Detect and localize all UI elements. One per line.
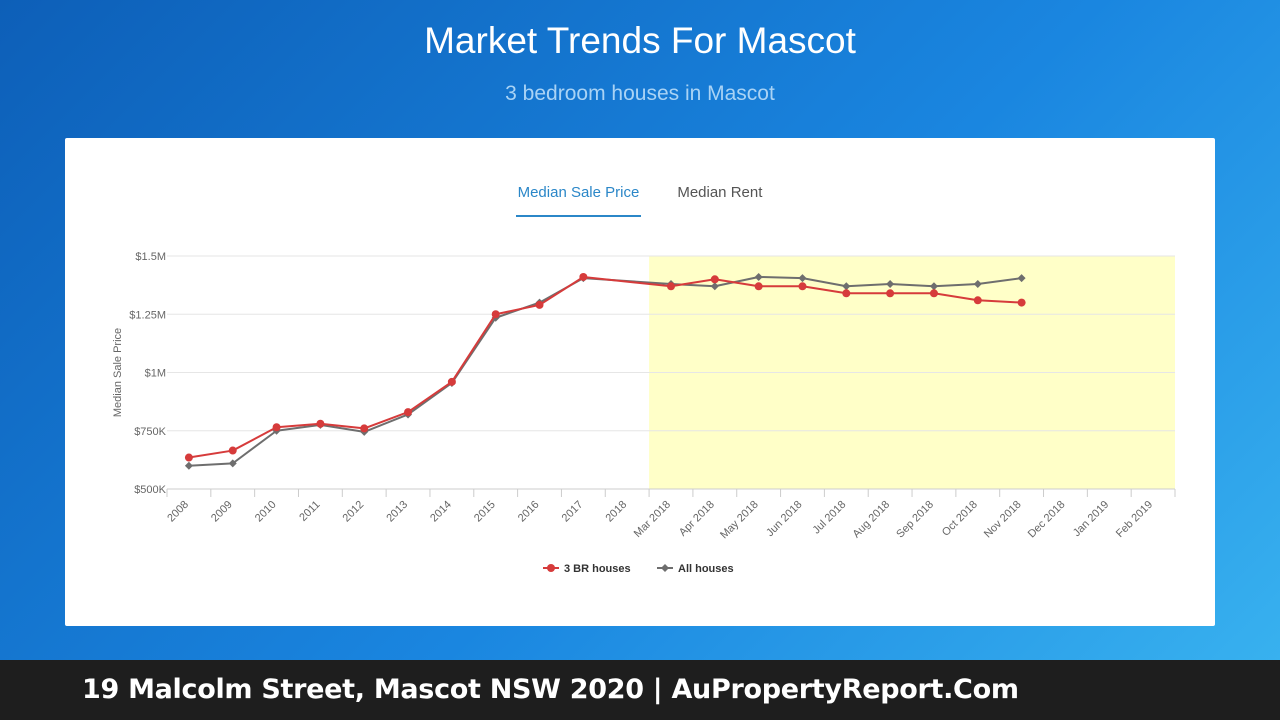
- data-point: [1017, 274, 1026, 283]
- x-tick-label: 2010: [253, 499, 279, 525]
- data-point: [491, 310, 500, 319]
- data-point: [1017, 298, 1026, 307]
- x-tick-label: Sep 2018: [894, 499, 936, 541]
- data-point: [667, 282, 675, 291]
- page-title: Market Trends For Mascot: [424, 20, 856, 61]
- chart-card: Median Sale Price Median Rent $500K $750K…: [65, 138, 1215, 626]
- data-point: [710, 282, 719, 291]
- x-tick-label: 2014: [428, 499, 454, 525]
- data-point: [360, 424, 369, 433]
- data-point: [272, 423, 281, 432]
- x-tick-label: Nov 2018: [982, 499, 1024, 541]
- x-tick-label: 2013: [384, 499, 410, 525]
- x-tick-label: Jul 2018: [811, 499, 849, 537]
- x-tick-label: 2012: [341, 499, 367, 525]
- data-point: [579, 272, 588, 281]
- data-point: [316, 419, 325, 428]
- data-point: [973, 296, 982, 305]
- legend-label: 3 BR houses: [564, 563, 631, 575]
- data-point: [710, 275, 719, 284]
- footer-bar: 19 Malcolm Street, Mascot NSW 2020 | AuP…: [0, 660, 1280, 720]
- y-tick-label: $500K: [134, 484, 166, 496]
- data-point: [754, 282, 763, 291]
- x-tick-label: 2016: [516, 499, 542, 525]
- footer-address-text: 19 Malcolm Street, Mascot NSW 2020 | AuP…: [82, 674, 1019, 705]
- x-tick-label: Dec 2018: [1026, 499, 1068, 541]
- y-tick-label: $1.5M: [135, 251, 166, 263]
- data-point: [929, 282, 938, 291]
- data-point: [842, 289, 851, 298]
- series-3br-houses: [184, 272, 1026, 462]
- legend-item-3br-houses: 3 BR houses: [543, 563, 631, 575]
- legend-item-all-houses: All houses: [657, 563, 734, 575]
- x-tick-label: 2018: [603, 499, 629, 525]
- tab-median-sale-price[interactable]: Median Sale Price: [515, 182, 642, 217]
- data-point: [798, 282, 807, 291]
- tab-bar: Median Sale Price Median Rent: [65, 182, 1215, 217]
- x-tick-label: 2015: [472, 499, 498, 525]
- x-tick-label: 2017: [560, 499, 586, 525]
- data-point: [929, 289, 938, 298]
- data-point: [404, 408, 413, 417]
- data-point: [184, 461, 193, 470]
- legend-marker: [547, 564, 555, 572]
- y-tick-label: $1M: [145, 368, 166, 380]
- y-tick-label: $750K: [134, 426, 166, 438]
- x-tick-label: Jan 2019: [1071, 499, 1111, 539]
- legend-label: All houses: [678, 563, 734, 575]
- data-point: [886, 279, 895, 288]
- data-point: [447, 377, 456, 386]
- line-chart: $500K $750K $1M $1.25M $1.5M 2008 2009 2010 2011…: [112, 251, 1176, 575]
- x-tick-label: Jun 2018: [764, 499, 804, 539]
- x-tick-label: 2009: [209, 499, 235, 525]
- data-point: [535, 300, 544, 309]
- tab-median-rent[interactable]: Median Rent: [677, 184, 763, 201]
- y-tick-label: $1.25M: [129, 309, 166, 321]
- x-tick-label: May 2018: [718, 499, 761, 542]
- x-tick-label: Apr 2018: [677, 499, 717, 539]
- data-point: [973, 279, 982, 288]
- y-axis-title: Median Sale Price: [112, 328, 124, 417]
- x-tick-label: Oct 2018: [940, 499, 980, 539]
- data-point: [184, 453, 193, 462]
- page-subtitle: 3 bedroom houses in Mascot: [505, 82, 775, 105]
- x-tick-label: Feb 2019: [1114, 499, 1155, 540]
- x-tick-label: 2008: [165, 499, 191, 525]
- data-point: [754, 272, 763, 281]
- legend-marker: [661, 564, 669, 572]
- data-point: [228, 459, 237, 468]
- data-point: [228, 446, 237, 455]
- data-point: [842, 282, 851, 291]
- x-tick-label: Aug 2018: [850, 499, 892, 541]
- x-tick-label: 2011: [297, 499, 322, 524]
- data-point: [886, 289, 895, 298]
- x-tick-label: Mar 2018: [632, 499, 673, 540]
- data-point: [798, 274, 807, 283]
